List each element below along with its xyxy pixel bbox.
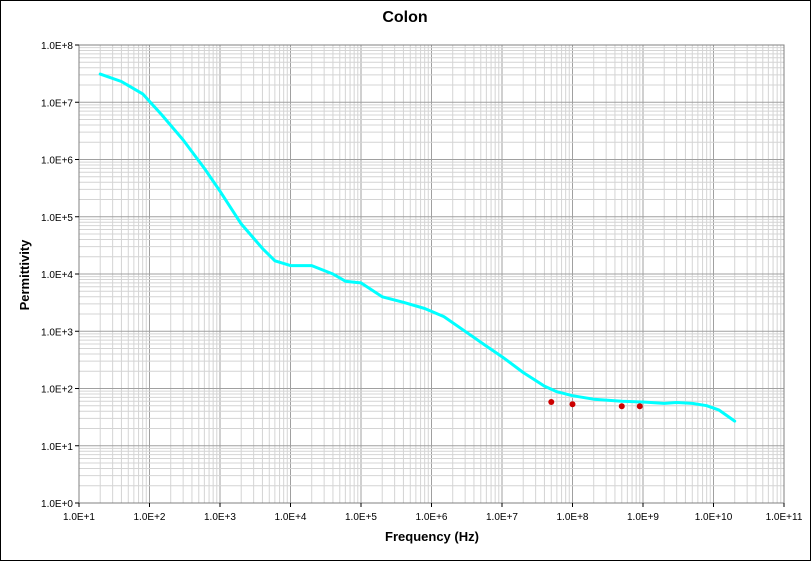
- y-axis-label: Permittivity: [17, 239, 32, 311]
- y-tick-label: 1.0E+6: [41, 156, 73, 167]
- x-tick-label: 1.0E+4: [275, 512, 307, 523]
- data-point: [569, 401, 576, 408]
- y-tick-label: 1.0E+0: [41, 499, 73, 510]
- y-tick-label: 1.0E+4: [41, 270, 73, 281]
- x-tick-label: 1.0E+5: [345, 512, 377, 523]
- x-tick-label: 1.0E+11: [766, 512, 803, 523]
- x-tick-label: 1.0E+2: [134, 512, 166, 523]
- permittivity-curve: [98, 72, 737, 423]
- x-tick-label: 1.0E+7: [486, 512, 518, 523]
- x-tick-label: 1.0E+10: [695, 512, 733, 523]
- data-point: [618, 403, 625, 410]
- x-tick-label: 1.0E+1: [63, 512, 95, 523]
- x-tick-label: 1.0E+8: [557, 512, 589, 523]
- grid: [78, 45, 784, 504]
- x-axis-label: Frequency (Hz): [385, 529, 479, 544]
- data-point: [548, 399, 555, 406]
- x-tick-label: 1.0E+3: [204, 512, 236, 523]
- y-tick-label: 1.0E+1: [41, 442, 73, 453]
- y-tick-label: 1.0E+8: [41, 41, 73, 52]
- x-tick-label: 1.0E+9: [627, 512, 659, 523]
- data-point: [636, 403, 643, 410]
- x-axis-ticks: 1.0E+1 1.0E+2 1.0E+3 1.0E+4 1.0E+5 1.0E+6 1.0E…: [63, 503, 803, 523]
- y-axis-ticks: 1.0E+0 1.0E+1 1.0E+2 1.0E+3 1.0E+4 1.0E+5 1.0E…: [41, 41, 79, 510]
- x-tick-label: 1.0E+6: [416, 512, 448, 523]
- series-layer: [98, 72, 737, 423]
- y-tick-label: 1.0E+5: [41, 213, 73, 224]
- chart-title: Colon: [382, 9, 427, 26]
- y-tick-label: 1.0E+2: [41, 385, 73, 396]
- y-tick-label: 1.0E+3: [41, 327, 73, 338]
- y-tick-label: 1.0E+7: [41, 98, 73, 109]
